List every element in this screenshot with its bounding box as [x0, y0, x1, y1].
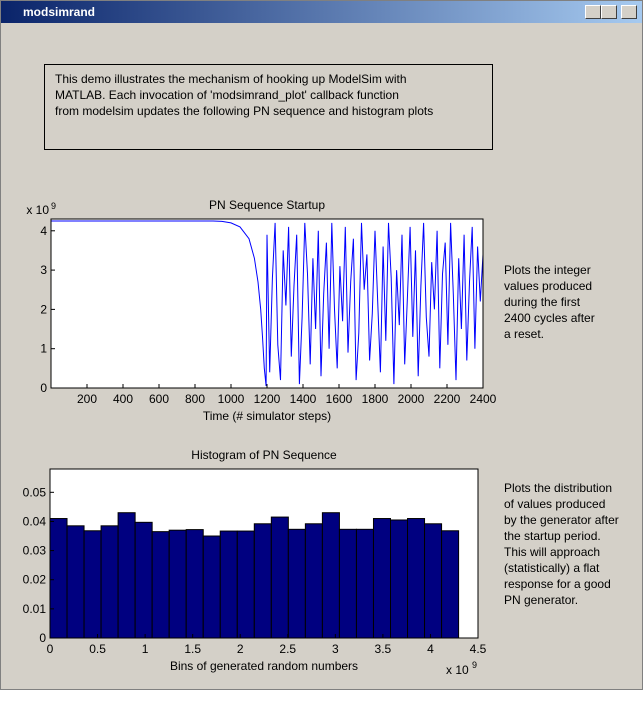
note-line: (statistically) a flat: [504, 561, 600, 575]
bar: [389, 519, 409, 639]
data-line: [51, 220, 484, 387]
bar: [270, 516, 289, 639]
x-tick-label: 0.5: [89, 642, 106, 656]
x-tick-label: 1: [142, 642, 149, 656]
bar: [100, 525, 119, 639]
bar: [66, 525, 85, 639]
y-exponent-base: x 10: [26, 203, 49, 217]
bar: [321, 512, 340, 639]
bar: [304, 523, 323, 639]
x-tick-label: 4: [427, 642, 434, 656]
note-line: 2400 cycles after: [504, 311, 595, 325]
bar: [441, 530, 460, 639]
bar: [338, 528, 357, 639]
x-exponent-base: x 10: [446, 663, 469, 677]
x-tick-label: 400: [113, 392, 133, 406]
description-line: MATLAB. Each invocation of 'modsimrand_p…: [55, 88, 399, 102]
y-tick-label: 4: [40, 224, 47, 238]
window-title: modsimrand: [23, 5, 96, 19]
note-line: Plots the distribution: [504, 481, 613, 495]
x-tick-label: 2: [237, 642, 244, 656]
x-tick-label: 1000: [218, 392, 245, 406]
bar: [253, 523, 272, 639]
note-line: values produced: [504, 279, 593, 293]
y-tick-label: 0.02: [23, 573, 47, 587]
x-exponent: 9: [472, 660, 477, 670]
y-tick-label: 3: [40, 263, 47, 277]
note-line: Plots the integer: [504, 263, 591, 277]
x-tick-label: 0: [47, 642, 54, 656]
bar: [117, 512, 136, 639]
note: Plots the integer values produced during t…: [504, 262, 595, 342]
bar: [372, 518, 391, 639]
x-tick-label: 1400: [290, 392, 317, 406]
bar: [134, 521, 153, 639]
x-tick-label: 3.5: [375, 642, 392, 656]
x-tick-label: 1800: [362, 392, 389, 406]
note-line: by the generator after: [504, 513, 619, 527]
bar: [202, 535, 221, 639]
x-tick-label: 2400: [470, 392, 497, 406]
x-tick-label: 2.5: [279, 642, 296, 656]
note-line: the startup period.: [504, 529, 601, 543]
chart-title: PN Sequence Startup: [209, 198, 325, 212]
bar: [83, 530, 102, 639]
y-tick-label: 0: [40, 381, 47, 395]
description-box: This demo illustrates the mechanism of h…: [44, 64, 493, 150]
y-tick-label: 0: [39, 631, 46, 645]
y-tick-label: 0.05: [23, 485, 47, 499]
y-tick-label: 0.03: [23, 544, 47, 558]
bar: [355, 528, 374, 639]
bar: [287, 528, 306, 639]
note-line: response for a good: [504, 577, 611, 591]
bar: [151, 531, 170, 639]
x-tick-label: 800: [185, 392, 205, 406]
chart-title: Histogram of PN Sequence: [191, 448, 337, 462]
bar: [407, 518, 426, 639]
note-line: PN generator.: [504, 593, 579, 607]
x-tick-label: 1.5: [184, 642, 201, 656]
note-line: during the first: [504, 295, 581, 309]
x-tick-label: 2200: [434, 392, 461, 406]
bar: [236, 530, 255, 639]
axes-box: [49, 468, 479, 639]
bar: [424, 523, 443, 639]
bar: [219, 530, 238, 639]
close-button[interactable]: [621, 5, 637, 19]
note-line: of values produced: [504, 497, 606, 511]
bar: [49, 518, 68, 639]
plots: 200 400 600 800 1000 1200 1400 1600 1800 2000 2200…: [23, 198, 497, 677]
y-exponent: 9: [51, 201, 56, 211]
bar: [168, 529, 187, 639]
x-tick-label: 600: [149, 392, 169, 406]
bar: [185, 529, 204, 639]
title-bar: modsimrand: [1, 1, 642, 23]
y-tick-label: 2: [40, 302, 47, 316]
x-tick-label: 2000: [398, 392, 425, 406]
x-tick-label: 200: [77, 392, 97, 406]
x-tick-label: 1600: [326, 392, 353, 406]
note-line: This will approach: [504, 545, 601, 559]
x-tick-label: 3: [332, 642, 339, 656]
window: modsimrand This demo illustrates the mec…: [0, 0, 643, 690]
x-tick-label: 1200: [254, 392, 281, 406]
note: Plots the distribution of values produced…: [504, 480, 619, 608]
y-tick-label: 0.01: [23, 602, 47, 616]
minimize-button[interactable]: [585, 5, 601, 19]
description-line: from modelsim updates the following PN s…: [55, 104, 434, 118]
x-tick-label: 4.5: [470, 642, 487, 656]
x-axis-label: Bins of generated random numbers: [170, 659, 358, 673]
note-line: a reset.: [504, 327, 545, 341]
description-line: This demo illustrates the mechanism of h…: [55, 72, 407, 86]
y-tick-label: 0.04: [23, 514, 47, 528]
maximize-button[interactable]: [601, 5, 617, 19]
x-axis-label: Time (# simulator steps): [203, 409, 331, 423]
y-tick-label: 1: [40, 342, 47, 356]
